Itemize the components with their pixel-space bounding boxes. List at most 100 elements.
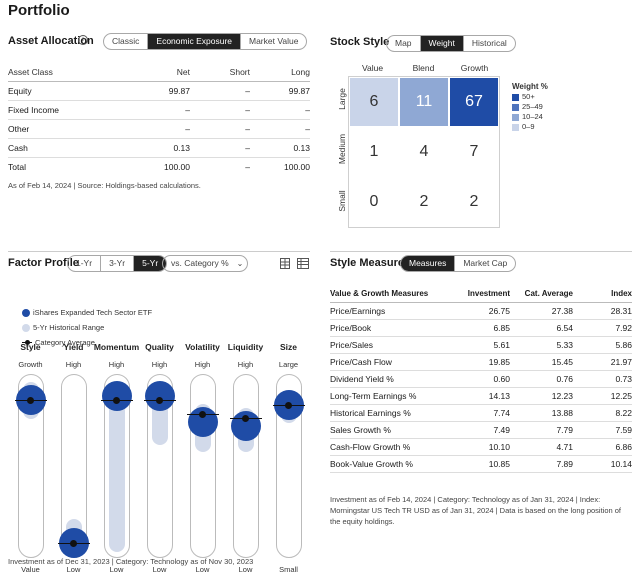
factor-top-label: High bbox=[194, 360, 211, 369]
table-cell: – bbox=[190, 119, 250, 139]
weight-legend-item: 10–24 bbox=[512, 112, 548, 122]
table-cell: Fixed Income bbox=[8, 100, 128, 120]
legend-label: 0–9 bbox=[522, 122, 535, 131]
factor-category-dot bbox=[70, 540, 77, 548]
table-cell: Price/Cash Flow bbox=[330, 353, 458, 371]
table-cell: 28.31 bbox=[573, 302, 632, 320]
style-box-grid: 6 11 67 1 4 7 0 2 2 bbox=[348, 76, 500, 228]
legend-category: Category Average bbox=[22, 335, 152, 350]
factor-category-dot bbox=[242, 415, 249, 423]
table-cell: 14.13 bbox=[458, 387, 510, 405]
style-col-value: Value bbox=[361, 63, 384, 73]
info-icon[interactable]: i bbox=[78, 35, 88, 45]
factor-name: Size bbox=[279, 342, 297, 352]
style-measures-tabs: Measures Market Cap bbox=[400, 255, 517, 272]
tab-economic-exposure[interactable]: Economic Exposure bbox=[148, 34, 241, 49]
factor-bottom-label: Small bbox=[279, 565, 298, 574]
tab-1yr[interactable]: 1-Yr bbox=[68, 256, 102, 271]
table-cell: 7.74 bbox=[458, 404, 510, 422]
compare-select-label: vs. Category % bbox=[171, 258, 229, 268]
table-cell: 7.92 bbox=[573, 319, 632, 337]
asset-allocation-title: Asset Allocation bbox=[8, 35, 94, 47]
factor-track bbox=[189, 374, 216, 558]
table-cell: 5.61 bbox=[458, 336, 510, 354]
tab-historical[interactable]: Historical bbox=[471, 38, 507, 48]
factor-name: Liquidity bbox=[227, 342, 264, 352]
table-cell: Historical Earnings % bbox=[330, 404, 458, 422]
table-cell: Price/Book bbox=[330, 319, 458, 337]
table-cell: – bbox=[190, 100, 250, 120]
table-row: Price/Earnings 26.75 27.38 28.31 bbox=[330, 302, 632, 320]
category-average-icon bbox=[22, 339, 32, 347]
table-cell: 19.85 bbox=[458, 353, 510, 371]
column-header: Short bbox=[190, 64, 250, 82]
tab-5yr[interactable]: 5-Yr bbox=[134, 256, 167, 271]
weight-legend-title: Weight % bbox=[512, 82, 548, 91]
table-cell: 100.00 bbox=[250, 157, 310, 177]
column-header: Investment bbox=[458, 286, 510, 303]
table-cell: Long-Term Earnings % bbox=[330, 387, 458, 405]
table-cell: Cash bbox=[8, 138, 128, 158]
column-header: Index bbox=[573, 286, 632, 303]
style-row-small: Small bbox=[337, 190, 347, 212]
legend-label: 25–49 bbox=[522, 102, 543, 111]
tab-3yr[interactable]: 3-Yr bbox=[101, 256, 135, 271]
table-view-icon[interactable] bbox=[297, 256, 309, 274]
compare-select[interactable]: vs. Category % ⌄ bbox=[162, 255, 249, 272]
tab-market-cap[interactable]: Market Cap bbox=[463, 258, 508, 268]
range-dot-icon bbox=[22, 324, 30, 333]
factor-category-dot bbox=[199, 411, 206, 419]
style-box-cell: 67 bbox=[450, 78, 498, 126]
factor-bottom-label: Low bbox=[152, 565, 167, 574]
table-row: Historical Earnings % 7.74 13.88 8.22 bbox=[330, 404, 632, 422]
table-row: Equity 99.87–99.87 bbox=[8, 81, 310, 101]
tab-market-value[interactable]: Market Value bbox=[249, 36, 299, 46]
table-row: Sales Growth % 7.49 7.79 7.59 bbox=[330, 421, 632, 439]
factor-top-label: Large bbox=[278, 360, 299, 369]
table-cell: 0.73 bbox=[573, 370, 632, 388]
tab-map[interactable]: Map bbox=[387, 36, 421, 51]
table-cell: Cash-Flow Growth % bbox=[330, 438, 458, 456]
factor-category-dot bbox=[27, 396, 34, 404]
table-cell: 15.45 bbox=[510, 353, 573, 371]
factor-top-label: High bbox=[151, 360, 168, 369]
table-row: Price/Cash Flow 19.85 15.45 21.97 bbox=[330, 353, 632, 371]
divider bbox=[330, 251, 632, 252]
style-box-cell: 0 bbox=[350, 178, 398, 226]
table-cell: 7.79 bbox=[510, 421, 573, 439]
table-cell: – bbox=[190, 138, 250, 158]
tab-measures[interactable]: Measures bbox=[401, 256, 456, 271]
legend-label: 50+ bbox=[522, 92, 535, 101]
factor-bottom-label: Low bbox=[66, 565, 81, 574]
column-header: Value & Growth Measures bbox=[330, 286, 458, 303]
factor-top-label: High bbox=[108, 360, 125, 369]
style-measures-title: Style Measures bbox=[330, 257, 411, 269]
legend-fund: iShares Expanded Tech Sector ETF bbox=[22, 305, 152, 320]
factor-name: Quality bbox=[145, 342, 174, 352]
table-cell: 10.14 bbox=[573, 455, 632, 473]
grid-view-icon[interactable] bbox=[280, 256, 290, 274]
chevron-down-icon: ⌄ bbox=[236, 259, 244, 268]
table-cell: 4.71 bbox=[510, 438, 573, 456]
table-cell: Price/Earnings bbox=[330, 302, 458, 320]
legend-swatch bbox=[512, 123, 519, 131]
table-cell: 0.60 bbox=[458, 370, 510, 388]
factor-legend: iShares Expanded Tech Sector ETF 5-Yr Hi… bbox=[22, 305, 152, 350]
table-cell: 8.22 bbox=[573, 404, 632, 422]
tab-weight[interactable]: Weight bbox=[420, 36, 464, 51]
table-cell: 6.86 bbox=[573, 438, 632, 456]
table-cell: 26.75 bbox=[458, 302, 510, 320]
table-row-total: Total 100.00–100.00 bbox=[8, 157, 310, 177]
style-box-cell: 4 bbox=[400, 128, 448, 176]
tab-classic[interactable]: Classic bbox=[104, 34, 149, 49]
table-cell: – bbox=[128, 119, 190, 139]
factor-category-dot bbox=[285, 402, 292, 410]
table-cell: 7.89 bbox=[510, 455, 573, 473]
table-cell: 12.23 bbox=[510, 387, 573, 405]
factor-bottom-label: Low bbox=[238, 565, 253, 574]
table-cell: 100.00 bbox=[128, 157, 190, 177]
factor-top-label: High bbox=[65, 360, 82, 369]
legend-swatch bbox=[512, 113, 519, 121]
asset-allocation-note: As of Feb 14, 2024 | Source: Holdings-ba… bbox=[8, 181, 201, 190]
legend-range: 5-Yr Historical Range bbox=[22, 320, 152, 335]
